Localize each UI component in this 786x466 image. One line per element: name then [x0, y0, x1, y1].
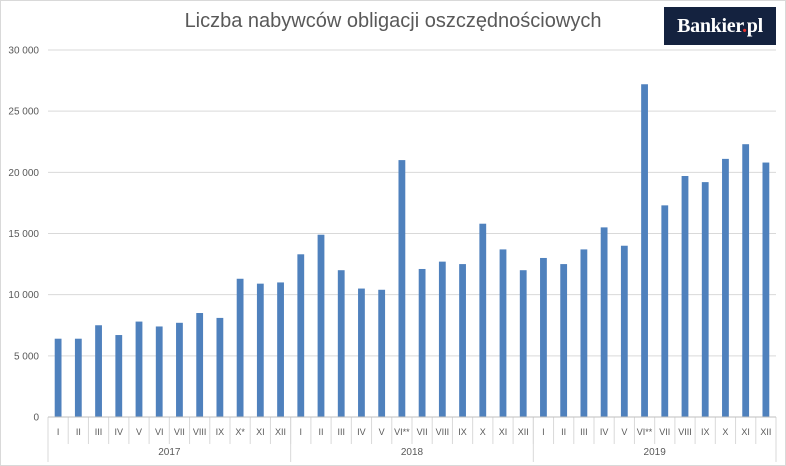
bar	[701, 182, 709, 417]
y-tick-label: 25 000	[8, 107, 39, 118]
bar	[681, 176, 689, 417]
bar	[418, 268, 426, 417]
bar	[398, 160, 406, 417]
x-category-label: IV	[115, 427, 124, 437]
y-tick-label: 15 000	[8, 229, 39, 240]
bar	[499, 249, 507, 417]
x-category-label: IV	[357, 427, 366, 437]
bar	[216, 317, 224, 417]
bar	[762, 162, 770, 417]
bar	[742, 144, 750, 418]
bar	[438, 261, 446, 417]
x-category-label: XII	[518, 427, 529, 437]
x-category-label: I	[542, 427, 545, 437]
x-category-label: VI**	[637, 427, 653, 437]
bar	[580, 249, 588, 417]
x-category-label: II	[318, 427, 323, 437]
x-category-label: IX	[701, 427, 710, 437]
x-category-label: IX	[458, 427, 467, 437]
x-group-label: 2018	[401, 447, 424, 458]
bar	[358, 288, 365, 417]
x-category-label: XI	[256, 427, 265, 437]
x-category-label: III	[337, 427, 345, 437]
bar	[600, 227, 608, 417]
x-category-label: III	[95, 427, 103, 437]
bar	[641, 84, 648, 418]
x-category-label: XII	[275, 427, 286, 437]
x-category-label: IV	[600, 427, 609, 437]
chart-title: Liczba nabywców obligacji oszczędnościow…	[184, 10, 602, 32]
y-tick-label: 20 000	[8, 168, 39, 179]
x-category-label: II	[76, 427, 81, 437]
bar	[540, 257, 547, 417]
bar	[378, 289, 386, 417]
bar	[196, 313, 204, 417]
x-category-label: VIII	[193, 427, 207, 437]
logo-suffix: pl	[746, 15, 763, 37]
x-category-label: I	[300, 427, 303, 437]
x-group-label: 2019	[644, 447, 667, 458]
bar	[479, 223, 487, 417]
bar	[54, 338, 62, 417]
x-category-label: VI**	[394, 427, 410, 437]
bar	[115, 335, 123, 417]
y-tick-label: 5 000	[14, 351, 39, 362]
x-category-label: VII	[659, 427, 670, 437]
logo-dot: .	[742, 15, 747, 37]
bar	[277, 282, 284, 417]
x-category-label: VI	[155, 427, 164, 437]
logo-name: Bankier	[677, 15, 743, 37]
bar	[236, 278, 244, 417]
bar	[459, 264, 466, 417]
x-category-label: XII	[760, 427, 771, 437]
bar	[722, 158, 729, 418]
bar	[256, 283, 264, 417]
bar	[74, 338, 82, 417]
x-category-label: VIII	[436, 427, 450, 437]
bar	[176, 322, 183, 417]
bar	[297, 254, 305, 417]
bar	[135, 321, 143, 417]
bar	[661, 205, 669, 417]
x-category-label: XI	[741, 427, 750, 437]
x-category-label: VII	[417, 427, 428, 437]
bar	[620, 245, 628, 417]
bar	[155, 326, 163, 417]
x-category-label: V	[136, 427, 142, 437]
x-category-label: I	[57, 427, 60, 437]
x-category-label: IX	[216, 427, 225, 437]
x-category-label: X*	[235, 427, 245, 437]
y-tick-label: 10 000	[8, 290, 39, 301]
y-tick-label: 30 000	[8, 46, 39, 57]
x-category-label: V	[621, 427, 627, 437]
bar	[560, 264, 568, 417]
x-category-label: XI	[499, 427, 508, 437]
x-category-label: VIII	[678, 427, 692, 437]
x-category-label: III	[580, 427, 588, 437]
bar	[519, 270, 527, 417]
x-group-label: 2017	[158, 447, 181, 458]
x-category-label: V	[379, 427, 385, 437]
bankier-logo: Bankier.pl	[664, 7, 776, 45]
bar	[95, 325, 102, 417]
x-category-label: X	[722, 427, 728, 437]
x-category-label: II	[561, 427, 566, 437]
x-category-label: VII	[174, 427, 185, 437]
x-category-label: X	[480, 427, 486, 437]
bar	[317, 234, 325, 417]
y-tick-label: 0	[33, 413, 39, 424]
bar	[337, 270, 345, 417]
